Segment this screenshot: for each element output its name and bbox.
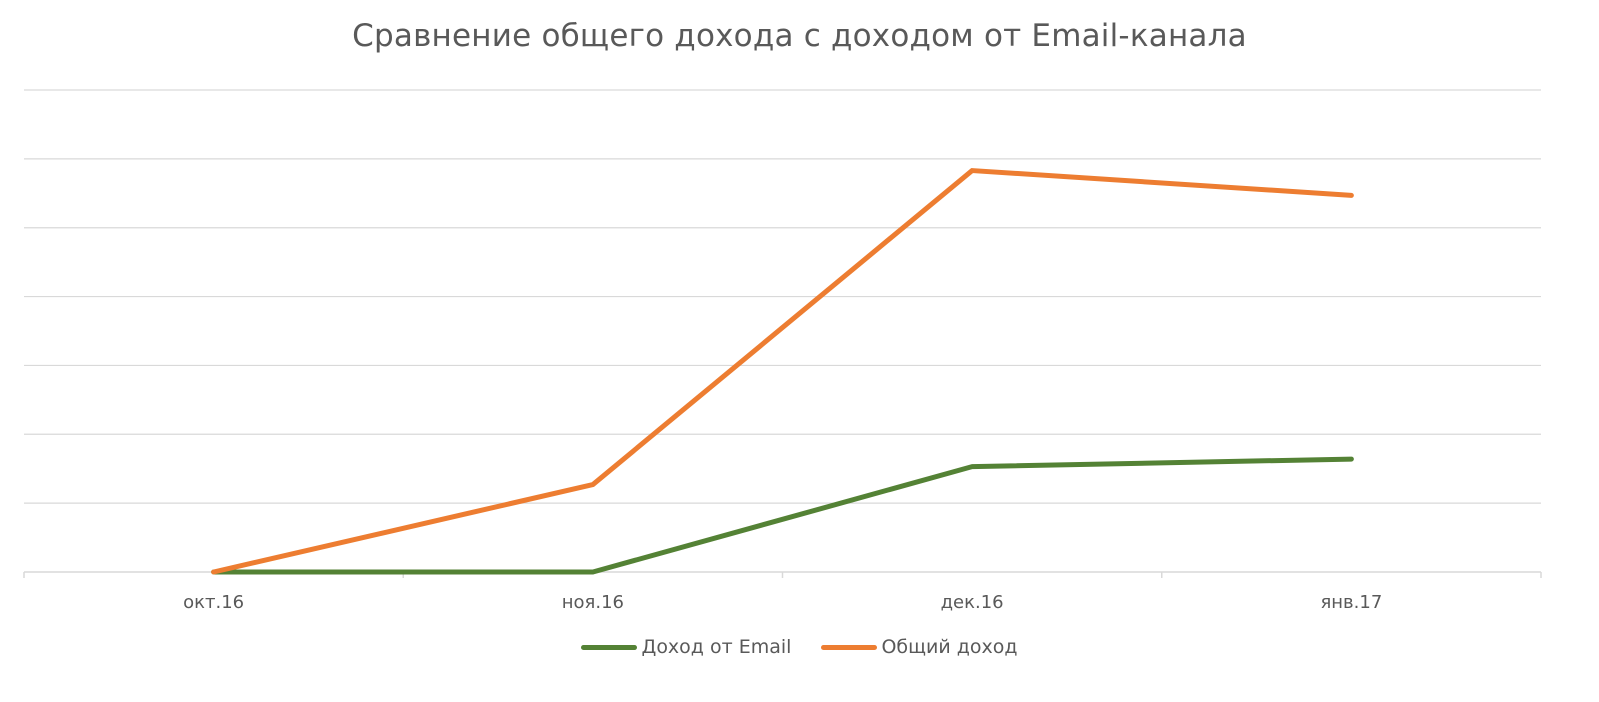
legend-label: Общий доход bbox=[881, 636, 1018, 658]
legend-label: Доход от Email bbox=[641, 636, 792, 658]
series-line-1 bbox=[211, 456, 1354, 575]
legend-item: Общий доход bbox=[821, 636, 1018, 658]
x-tick-label: дек.16 bbox=[941, 592, 1004, 613]
legend-item: Доход от Email bbox=[581, 636, 791, 658]
legend-swatch bbox=[821, 644, 878, 650]
series-line-2 bbox=[211, 168, 1354, 575]
x-tick-labels: окт.16 ноя.16 дек.16 янв.17 bbox=[183, 592, 1382, 613]
legend-swatch bbox=[581, 644, 638, 650]
gridlines bbox=[24, 89, 1541, 504]
legend: Доход от Email Общий доход bbox=[0, 636, 1599, 658]
x-tick-label: окт.16 bbox=[183, 592, 244, 613]
chart-title: Сравнение общего дохода с доходом от Ema… bbox=[352, 18, 1247, 54]
series-lines bbox=[211, 168, 1354, 575]
x-tick-label: ноя.16 bbox=[562, 592, 624, 613]
x-tick-label: янв.17 bbox=[1320, 592, 1382, 613]
